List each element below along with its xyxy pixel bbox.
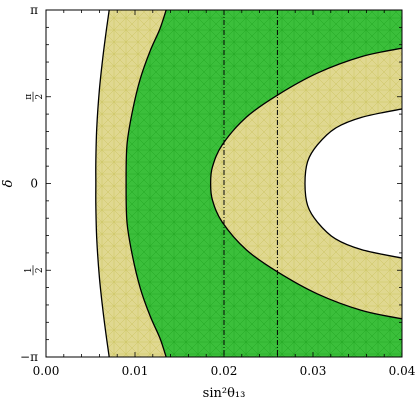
inner-inner-boundary — [209, 47, 402, 320]
y-tick-label-0: π — [30, 3, 38, 17]
y-tick-fraction-num-3: 1 — [24, 267, 34, 273]
y-tick-label-2: 0 — [30, 177, 38, 191]
y-axis-label: δ — [1, 179, 16, 187]
x-tick-label-2: 0.02 — [211, 364, 238, 378]
outer-inner-boundary — [304, 108, 402, 259]
x-tick-label-1: 0.01 — [122, 364, 149, 378]
outer-left-boundary — [95, 10, 110, 357]
y-tick-fraction-den-3: 2 — [35, 267, 45, 273]
x-axis-label: sin²θ₁₃ — [203, 386, 246, 401]
inner-left-boundary — [125, 10, 167, 357]
y-tick-label-4: −π — [20, 350, 38, 364]
x-tick-label-0: 0.00 — [33, 364, 60, 378]
y-tick-fraction-den-1: 2 — [35, 94, 45, 100]
x-tick-label-3: 0.03 — [300, 364, 327, 378]
x-tick-label-4: 0.04 — [389, 364, 415, 378]
inner-region-mesh — [126, 10, 402, 357]
y-tick-fraction-num-1: π — [24, 94, 34, 100]
regions-layer — [95, 10, 402, 357]
vertical-lines-layer — [223, 10, 278, 357]
